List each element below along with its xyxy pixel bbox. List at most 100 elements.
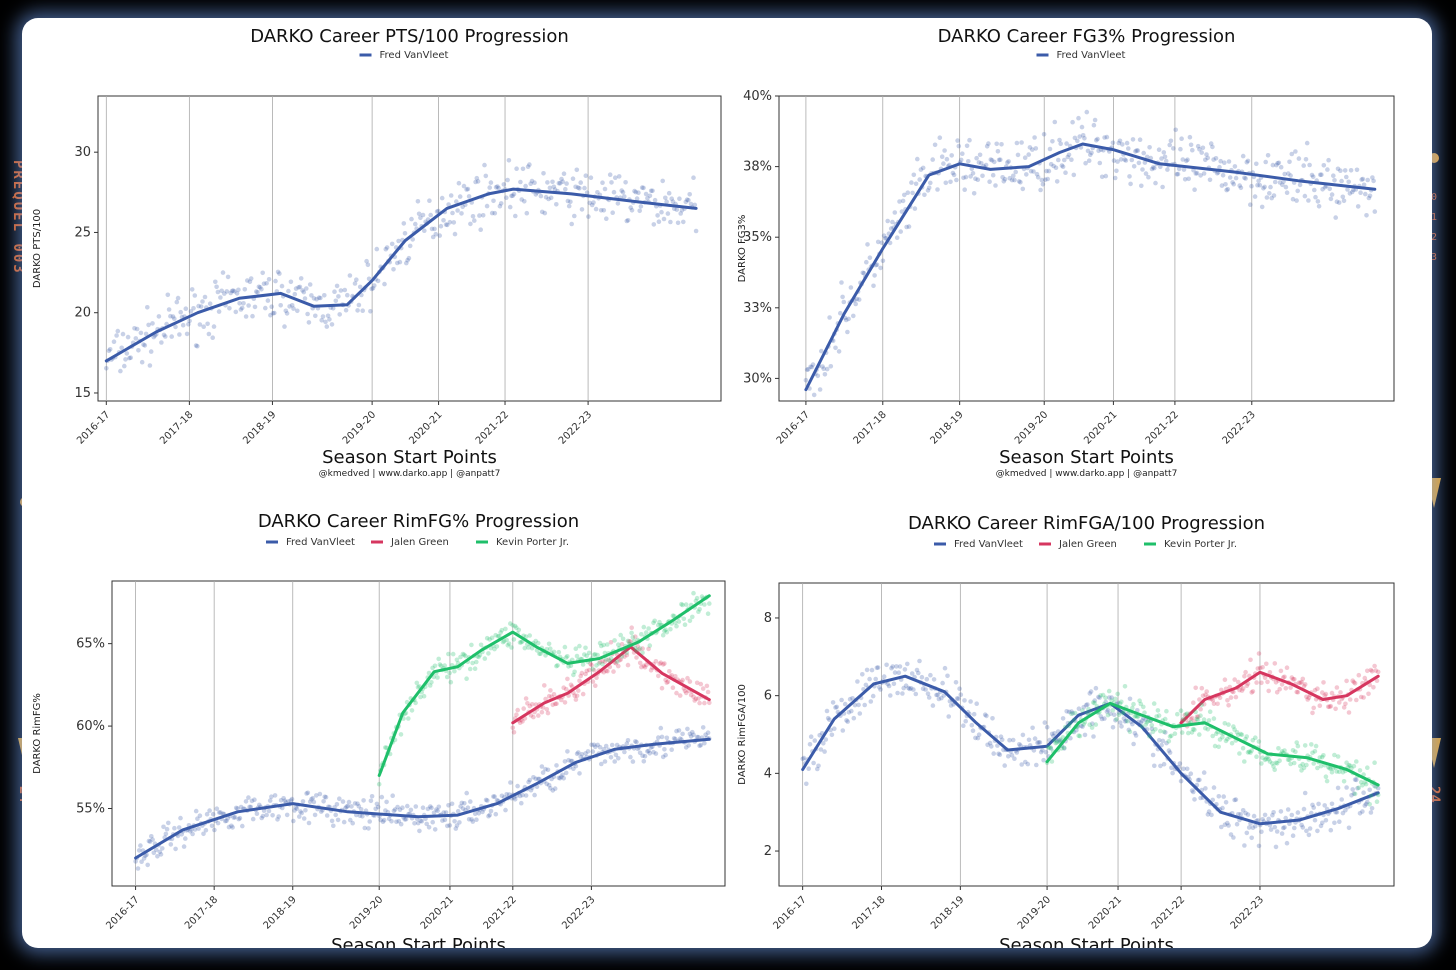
scatter-point (279, 283, 285, 289)
scatter-point (1141, 150, 1146, 156)
scatter-point (207, 301, 213, 307)
scatter-point (523, 696, 529, 701)
scatter-point (575, 185, 581, 190)
scatter-point (1075, 138, 1080, 144)
scatter-point (948, 179, 953, 185)
scatter-point (1289, 151, 1295, 157)
scatter-point (598, 208, 604, 213)
scatter-point (1236, 679, 1241, 685)
scatter-point (1064, 141, 1069, 146)
scatter-point (1082, 732, 1088, 738)
scatter-point (1161, 761, 1167, 767)
scatter-point (1249, 183, 1254, 189)
scatter-point (653, 751, 659, 756)
scatter-point (1265, 754, 1270, 760)
scatter-point (428, 804, 433, 809)
scatter-point (1315, 765, 1320, 771)
scatter-point (547, 185, 553, 191)
scatter-point (686, 197, 691, 203)
scatter-point (461, 652, 467, 658)
scatter-point (1264, 661, 1269, 667)
scatter-point (1131, 701, 1136, 707)
scatter-point (569, 221, 574, 227)
scatter-point (457, 820, 462, 825)
scatter-point (321, 799, 326, 804)
scatter-point (1143, 717, 1149, 723)
y-tick-label: 15 (74, 386, 91, 401)
scatter-point (1350, 787, 1355, 792)
scatter-point (1176, 166, 1182, 172)
scatter-point (1048, 746, 1054, 751)
scatter-point (540, 770, 546, 775)
scatter-point (1224, 187, 1229, 193)
scatter-point (1190, 147, 1195, 153)
scatter-point (1044, 168, 1049, 174)
scatter-point (616, 663, 621, 669)
scatter-point (1094, 138, 1099, 143)
scatter-point (189, 287, 195, 292)
scatter-point (451, 220, 457, 225)
scatter-point (628, 639, 633, 644)
scatter-point (974, 701, 979, 706)
scatter-point (469, 817, 474, 822)
scatter-point (1130, 705, 1135, 711)
scatter-point (373, 806, 379, 812)
scatter-point (1287, 757, 1292, 763)
scatter-point (489, 210, 495, 216)
scatter-point (1273, 680, 1279, 685)
scatter-point (559, 697, 564, 703)
scatter-point (1270, 812, 1275, 818)
scatter-point (1350, 678, 1355, 683)
scatter-point (916, 670, 921, 676)
scatter-point (878, 687, 883, 692)
scatter-point (593, 683, 598, 688)
scatter-point (1339, 178, 1344, 184)
scatter-point (942, 148, 947, 153)
x-tick-label: 2017-18 (158, 409, 195, 446)
scatter-point (183, 306, 189, 312)
scatter-point (659, 209, 664, 215)
scatter-point (107, 347, 113, 352)
scatter-point (1361, 182, 1367, 188)
scatter-point (1103, 695, 1108, 701)
scatter-point (1223, 738, 1229, 744)
scatter-point (896, 670, 902, 675)
scatter-point (348, 817, 353, 823)
scatter-point (1219, 687, 1224, 693)
scatter-point (136, 848, 142, 853)
scatter-point (516, 627, 522, 633)
scatter-point (968, 699, 973, 704)
scatter-point (1345, 187, 1350, 192)
scatter-point (1049, 759, 1055, 764)
scatter-point (1367, 193, 1373, 199)
scatter-point (1069, 157, 1074, 162)
scatter-point (851, 313, 856, 319)
scatter-point (1079, 723, 1084, 729)
scatter-point (1028, 168, 1034, 174)
scatter-point (272, 310, 277, 316)
x-tick-label: 2016-17 (75, 409, 112, 446)
scatter-point (446, 803, 451, 808)
scatter-point (119, 345, 124, 351)
scatter-point (671, 736, 677, 741)
scatter-point (1371, 178, 1376, 184)
scatter-point (1235, 732, 1241, 738)
scatter-point (442, 663, 448, 668)
scatter-point (990, 172, 996, 178)
scatter-point (286, 799, 291, 804)
scatter-point (450, 210, 455, 216)
scatter-point (233, 805, 239, 811)
scatter-point (176, 825, 182, 830)
legend-label: Fred VanVleet (954, 539, 1023, 550)
scatter-point (1053, 165, 1059, 170)
scatter-point (1317, 755, 1323, 760)
scatter-point (989, 158, 995, 163)
scatter-point (345, 292, 350, 298)
scatter-point (1091, 122, 1097, 128)
scatter-point (1072, 710, 1078, 716)
scatter-point (1309, 810, 1314, 816)
scatter-point (1220, 734, 1225, 740)
scatter-point (1320, 690, 1325, 695)
scatter-point (1083, 702, 1089, 708)
scatter-point (218, 810, 223, 815)
